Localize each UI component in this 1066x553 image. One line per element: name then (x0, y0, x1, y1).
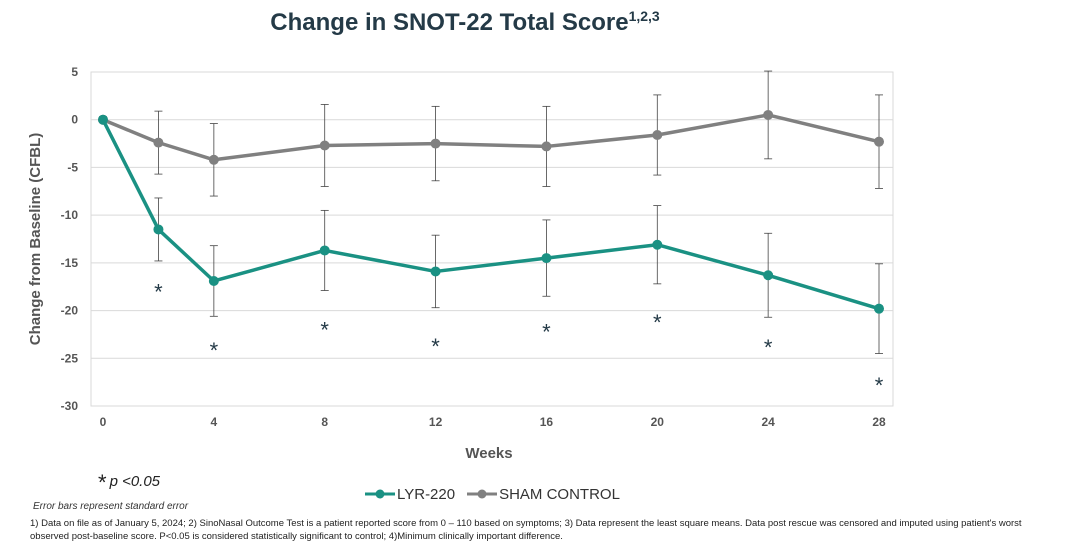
legend-label-sham: SHAM CONTROL (499, 485, 620, 503)
x-tick-label: 20 (651, 415, 665, 429)
data-point-lyr-220 (153, 224, 164, 235)
x-tick-label: 4 (211, 415, 218, 429)
data-point-lyr-220 (319, 245, 330, 256)
y-axis-title: Change from Baseline (CFBL) (27, 133, 44, 346)
significance-symbol: * (98, 470, 107, 495)
y-tick-label: 5 (71, 65, 78, 79)
significance-marker: * (154, 280, 163, 305)
data-point-sham-control (430, 138, 441, 149)
significance-marker: * (764, 335, 773, 360)
data-point-sham-control (541, 141, 552, 152)
chart-title: Change in SNOT-22 Total Score1,2,3 (0, 8, 930, 37)
series-line-sham-control (102, 113, 880, 162)
y-tick-label: -10 (61, 208, 79, 222)
data-point-sham-control (874, 136, 884, 147)
data-point-lyr-220 (430, 266, 441, 277)
error-bar-note: Error bars represent standard error (33, 501, 189, 512)
y-tick-label: -30 (61, 399, 79, 413)
significance-marker: * (210, 338, 219, 363)
x-tick-label: 16 (540, 415, 554, 429)
data-point-lyr-220 (208, 275, 219, 286)
x-tick-label: 0 (100, 415, 107, 429)
chart-title-superscript: 1,2,3 (628, 8, 660, 24)
significance-marker: * (653, 310, 662, 335)
data-point-sham-control (153, 137, 164, 148)
x-tick-label: 12 (429, 415, 443, 429)
y-tick-label: -25 (61, 351, 79, 365)
significance-marker: * (431, 334, 440, 359)
data-point-sham-control (652, 129, 663, 140)
y-tick-label: -20 (61, 304, 79, 318)
data-point-sham-control (319, 140, 330, 151)
significance-marker: * (542, 320, 551, 345)
legend-swatch-lyr220 (365, 489, 395, 499)
series-layer (98, 70, 884, 354)
axes-layer: 5 0 -5 -10 -15 -20 -25 -30 0 4 8 12 16 20 24 28 (61, 65, 886, 429)
chart-title-text: Change in SNOT-22 Total Score (270, 9, 629, 36)
x-tick-label: 8 (321, 415, 328, 429)
data-point-sham-control (208, 154, 219, 165)
chart: 50-5-10-15-20-25-300 4 8 12 16 20 24 28 ***** **… (27, 65, 894, 462)
significance-note: * p <0.05 (98, 470, 160, 496)
legend: LYR-220 SHAM CONTROL (365, 484, 620, 504)
data-point-lyr-220 (541, 253, 552, 264)
significance-marker: * (875, 373, 884, 398)
y-tick-label: -5 (67, 160, 78, 174)
data-point-lyr-220 (874, 303, 884, 314)
significance-layer: * * * * * * * * (154, 280, 884, 399)
grid-layer (90, 71, 894, 407)
x-tick-label: 28 (872, 415, 886, 429)
data-point-lyr-220 (98, 114, 108, 125)
x-axis-title: Weeks (465, 445, 512, 462)
data-point-sham-control (763, 109, 774, 120)
footnote: 1) Data on file as of January 5, 2024; 2… (30, 518, 1022, 542)
legend-item-lyr220: LYR-220 (365, 484, 455, 504)
data-point-lyr-220 (652, 239, 663, 250)
data-point-lyr-220 (763, 270, 774, 281)
legend-item-sham: SHAM CONTROL (467, 484, 620, 504)
x-tick-label: 24 (761, 415, 775, 429)
legend-label-lyr220: LYR-220 (397, 485, 456, 503)
series-line-lyr-220 (101, 118, 880, 311)
y-tick-label: -15 (61, 256, 79, 270)
significance-marker: * (320, 318, 329, 343)
y-tick-label: 0 (71, 113, 78, 127)
significance-text: p <0.05 (109, 473, 161, 490)
legend-swatch-sham (467, 489, 498, 499)
